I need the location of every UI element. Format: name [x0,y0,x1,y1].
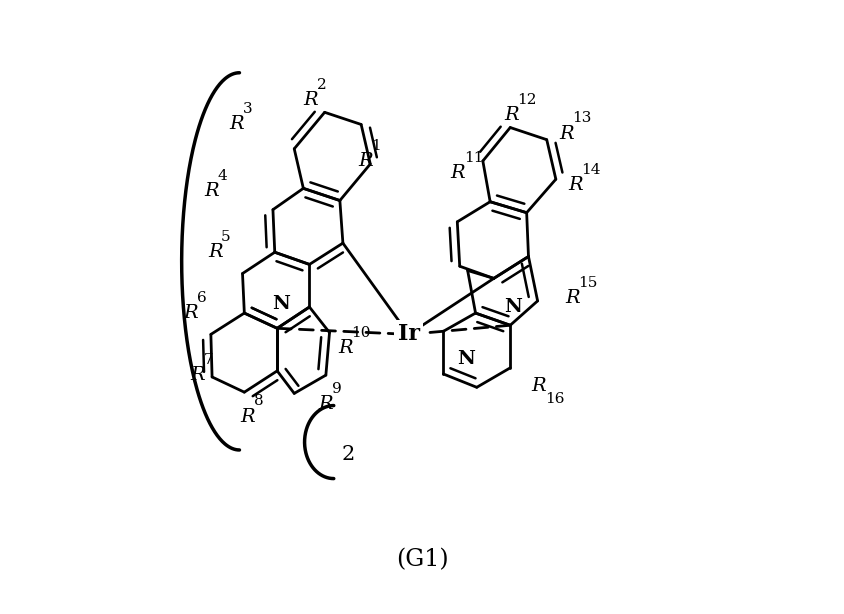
Text: R: R [358,152,373,170]
Text: 15: 15 [578,276,598,290]
Text: 16: 16 [545,392,565,406]
Text: R: R [532,377,546,395]
Text: R: R [183,304,198,322]
Text: R: R [568,176,582,194]
Text: 10: 10 [351,326,371,340]
Text: 2: 2 [341,445,354,464]
Text: 4: 4 [218,169,227,183]
Text: 9: 9 [332,382,342,396]
Text: R: R [565,289,580,307]
Text: 2: 2 [316,78,327,92]
Text: R: R [191,366,205,384]
Text: 1: 1 [371,139,381,153]
Text: 11: 11 [464,151,484,165]
Text: 14: 14 [582,163,601,177]
Text: 3: 3 [242,103,252,116]
Text: R: R [204,182,219,200]
Text: 12: 12 [517,93,537,106]
Text: R: R [208,243,223,261]
Text: R: R [303,91,318,109]
Text: R: R [559,125,574,142]
Text: 7: 7 [204,353,214,367]
Text: 5: 5 [221,230,231,244]
Text: (G1): (G1) [396,548,448,571]
Text: N: N [272,295,289,313]
Text: 8: 8 [254,394,263,408]
Text: R: R [338,340,353,357]
Text: N: N [505,298,522,316]
Text: R: R [241,408,255,426]
Text: 6: 6 [197,291,207,305]
Text: R: R [504,106,519,124]
Text: N: N [457,350,474,368]
Text: Ir: Ir [398,324,419,346]
Text: 13: 13 [572,111,592,125]
Text: R: R [318,395,333,413]
Text: R: R [229,115,244,133]
Text: R: R [451,164,465,182]
